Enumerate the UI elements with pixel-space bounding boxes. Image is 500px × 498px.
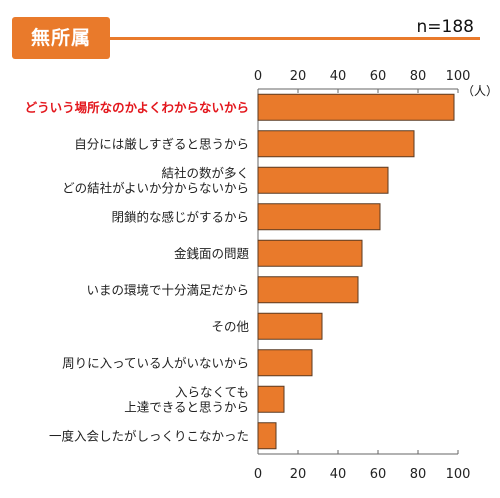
- x-tick-label-bottom: 20: [290, 467, 307, 482]
- chart-title: 無所属: [30, 27, 91, 49]
- x-tick-label-top: 40: [330, 69, 347, 84]
- header-rule: [110, 37, 480, 40]
- x-tick-label-bottom: 60: [370, 467, 387, 482]
- x-tick-label-bottom: 80: [410, 467, 427, 482]
- bar: [257, 93, 455, 121]
- category-label: いまの環境で十分満足だから: [86, 282, 249, 297]
- category-label: 入らなくても: [175, 384, 249, 399]
- x-tick-label-bottom: 100: [446, 467, 471, 482]
- x-tick-label-bottom: 40: [330, 467, 347, 482]
- header-tab: [12, 17, 110, 59]
- category-label: 金銭面の問題: [174, 246, 250, 261]
- bar: [257, 130, 415, 158]
- category-label: どういう場所なのかよくわからないから: [25, 100, 249, 115]
- unit-label: （人）: [462, 84, 499, 98]
- bar: [257, 312, 323, 340]
- x-tick-label-bottom: 0: [254, 467, 262, 482]
- bar: [257, 422, 277, 450]
- category-label: どの結社がよいか分からないから: [62, 180, 249, 195]
- x-tick-label-top: 80: [410, 69, 427, 84]
- category-label: 上達できると思うから: [124, 399, 249, 414]
- category-label: 自分には厳しすぎると思うから: [74, 136, 249, 151]
- category-label: 一度入会したがしっくりこなかった: [49, 428, 249, 443]
- x-tick-label-top: 0: [254, 69, 262, 84]
- bar: [257, 203, 381, 231]
- bar: [257, 385, 285, 413]
- sample-size-label: n=188: [416, 17, 474, 37]
- category-label: 閉鎖的な感じがするから: [111, 209, 249, 224]
- x-tick-label-top: 20: [290, 69, 307, 84]
- bar: [257, 239, 363, 267]
- category-label: 結社の数が多く: [161, 165, 249, 180]
- bar: [257, 276, 359, 304]
- category-label: 周りに入っている人がいないから: [62, 355, 249, 370]
- bar: [257, 349, 313, 377]
- bar: [257, 166, 389, 194]
- x-tick-label-top: 60: [370, 69, 387, 84]
- x-tick-label-top: 100: [446, 69, 471, 84]
- category-label: その他: [211, 319, 249, 334]
